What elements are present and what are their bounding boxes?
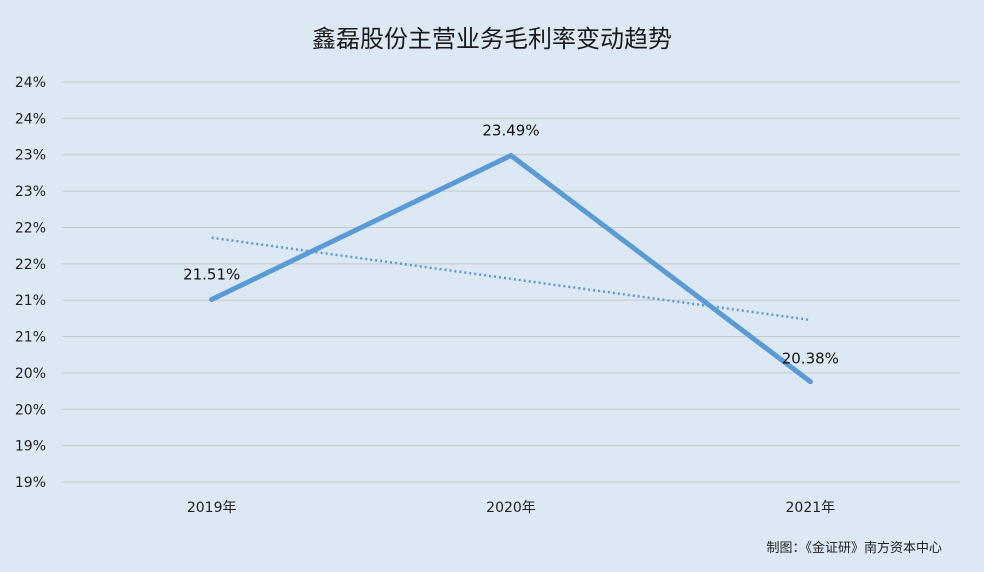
y-tick-label: 19% (15, 439, 46, 455)
y-tick-label: 19% (15, 475, 46, 491)
data-label: 21.51% (183, 265, 240, 283)
chart-credit: 制图：《金证研》南方资本中心 (766, 540, 942, 556)
y-tick-label: 23% (15, 148, 46, 164)
y-tick-label: 23% (15, 184, 46, 200)
y-axis-tick-labels: 19% 19% 20% 20% 21% 21% 22% 22% 23% 23% 24% 24% (15, 75, 46, 491)
series-lines (209, 152, 813, 385)
y-tick-label: 21% (15, 330, 46, 346)
y-tick-label: 24% (15, 75, 46, 91)
trendline-line (211, 236, 811, 322)
y-tick-label: 20% (15, 402, 46, 418)
data-point (807, 379, 813, 385)
data-label: 20.38% (782, 350, 839, 368)
y-tick-label: 22% (15, 257, 46, 273)
data-labels: 21.51% 23.49% 20.38% (183, 121, 839, 367)
x-tick-label: 2021年 (786, 500, 836, 516)
y-tick-label: 21% (15, 293, 46, 309)
x-tick-label: 2019年 (187, 500, 237, 516)
data-point (209, 296, 215, 302)
trendline (211, 236, 811, 322)
data-label: 23.49% (482, 121, 539, 139)
chart-title: 鑫磊股份主营业务毛利率变动趋势 (312, 25, 672, 53)
y-tick-label: 24% (15, 111, 46, 127)
y-tick-label: 22% (15, 220, 46, 236)
series-line (209, 152, 813, 385)
y-tick-label: 20% (15, 366, 46, 382)
x-axis-tick-labels: 2019年 2020年 2021年 (187, 500, 835, 516)
x-tick-label: 2020年 (486, 500, 536, 516)
data-point (508, 152, 514, 158)
